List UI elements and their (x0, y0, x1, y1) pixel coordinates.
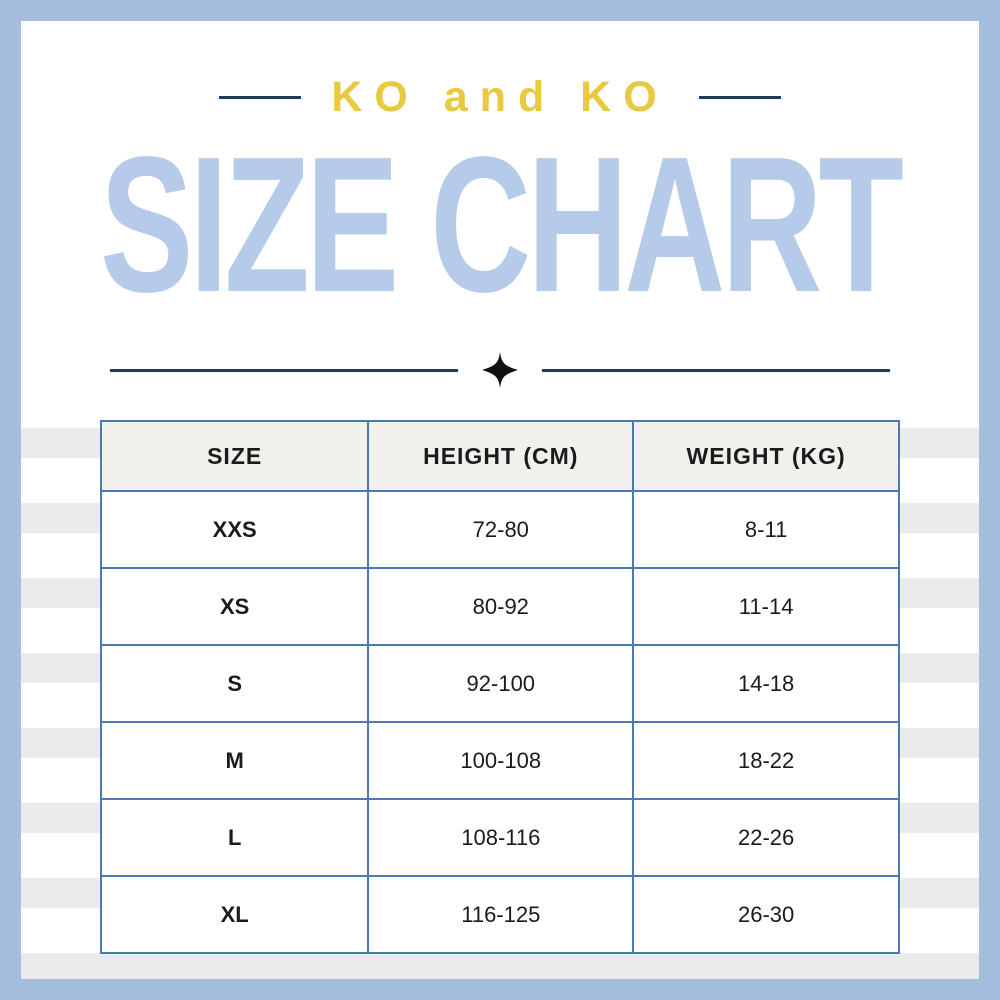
size-table: SIZE HEIGHT (CM) WEIGHT (KG) XXS 72-80 8… (99, 420, 900, 954)
header-size: SIZE (99, 420, 370, 492)
sparkle-icon (482, 352, 518, 388)
brand-name: KO and KO (331, 73, 669, 121)
table-row: S 92-100 14-18 (99, 644, 900, 723)
weight-cell: 8-11 (632, 490, 900, 569)
divider-right-line (542, 368, 890, 372)
header-height: HEIGHT (CM) (367, 420, 635, 492)
page-title: SIZE CHART (100, 115, 904, 333)
size-cell: S (99, 644, 370, 723)
size-cell: XS (99, 567, 370, 646)
table-row: XL 116-125 26-30 (99, 875, 900, 954)
weight-cell: 26-30 (632, 875, 900, 954)
height-cell: 116-125 (367, 875, 635, 954)
brand-right-line (698, 96, 781, 99)
table-header-row: SIZE HEIGHT (CM) WEIGHT (KG) (99, 420, 900, 492)
table-row: L 108-116 22-26 (99, 798, 900, 877)
height-cell: 108-116 (367, 798, 635, 877)
height-cell: 92-100 (367, 644, 635, 723)
size-cell: L (99, 798, 370, 877)
weight-cell: 14-18 (632, 644, 900, 723)
weight-cell: 11-14 (632, 567, 900, 646)
table-row: M 100-108 18-22 (99, 721, 900, 800)
divider-left-line (110, 368, 458, 372)
height-cell: 80-92 (367, 567, 635, 646)
weight-cell: 18-22 (632, 721, 900, 800)
header-weight: WEIGHT (KG) (632, 420, 900, 492)
weight-cell: 22-26 (632, 798, 900, 877)
height-cell: 72-80 (367, 490, 635, 569)
size-cell: XXS (99, 490, 370, 569)
size-cell: M (99, 721, 370, 800)
height-cell: 100-108 (367, 721, 635, 800)
table-row: XXS 72-80 8-11 (99, 490, 900, 569)
brand-row: KO and KO (21, 73, 979, 122)
divider (21, 352, 979, 388)
table-row: XS 80-92 11-14 (99, 567, 900, 646)
brand-left-line (219, 96, 302, 99)
size-cell: XL (99, 875, 370, 954)
